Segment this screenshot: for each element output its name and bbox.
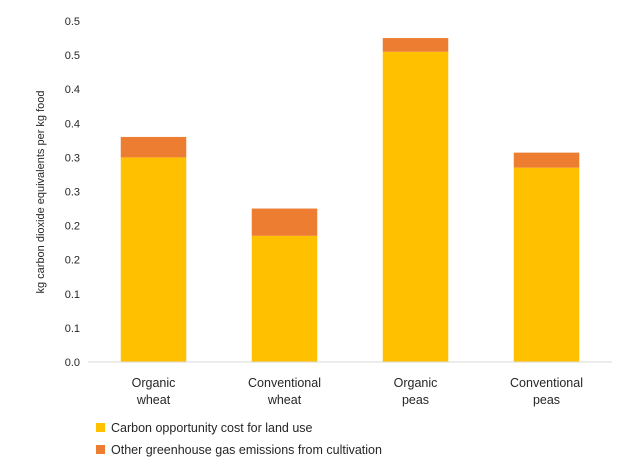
x-category-label: Conventional peas (510, 376, 583, 407)
y-tick-label: 0.4 (65, 84, 80, 96)
y-tick-label: 0.5 (65, 50, 80, 62)
x-category-label: Conventional wheat (248, 376, 321, 407)
x-axis-category-labels: Organic wheat Conventional wheat Organic peas… (132, 376, 583, 407)
y-axis-title: kg carbon dioxide equivalents per kg foo… (35, 90, 47, 293)
y-tick-label: 0.2 (65, 221, 80, 233)
bar-land-use (382, 51, 449, 362)
bar-land-use (251, 235, 318, 362)
y-tick-label: 0.3 (65, 187, 80, 199)
y-tick-label: 0.0 (65, 357, 80, 369)
y-tick-label: 0.2 (65, 255, 80, 267)
bar-land-use (513, 167, 580, 362)
legend-item-land-use: Carbon opportunity cost for land use (96, 418, 382, 437)
y-tick-label: 0.1 (65, 289, 80, 301)
legend-swatch-land-use (96, 423, 105, 432)
legend-item-cultivation: Other greenhouse gas emissions from cult… (96, 440, 382, 459)
legend-label-cultivation: Other greenhouse gas emissions from cult… (111, 442, 382, 457)
bar-cultivation (251, 208, 318, 236)
bar-cultivation (513, 152, 580, 168)
x-category-label: Organic peas (394, 376, 438, 407)
bar-cultivation (120, 136, 187, 158)
x-category-label: Organic wheat (132, 376, 176, 407)
bar-land-use (120, 157, 187, 362)
y-tick-label: 0.5 (65, 16, 80, 28)
y-tick-label: 0.3 (65, 152, 80, 164)
legend: Carbon opportunity cost for land use Oth… (96, 418, 382, 462)
legend-label-land-use: Carbon opportunity cost for land use (111, 420, 313, 435)
bar-cultivation (382, 38, 449, 52)
y-tick-label: 0.1 (65, 323, 80, 335)
y-tick-label: 0.4 (65, 118, 80, 130)
bars (120, 38, 580, 362)
legend-swatch-cultivation (96, 445, 105, 454)
y-axis-tick-labels: 0.0 0.1 0.1 0.2 0.2 0.3 0.3 0.4 0.4 0.5 0.5 (65, 16, 80, 369)
